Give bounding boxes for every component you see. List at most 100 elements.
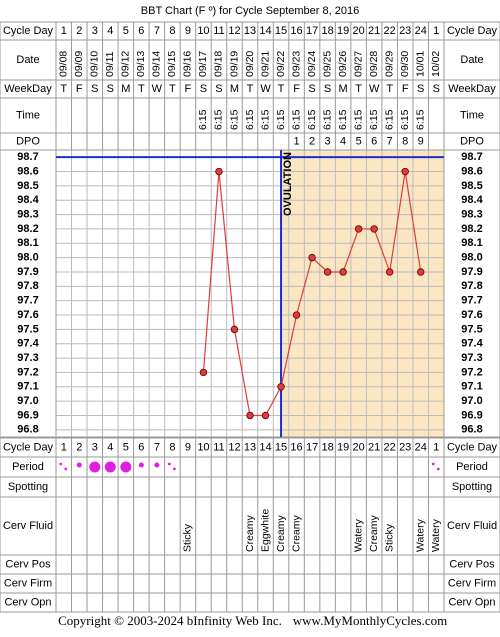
weekdays-cell: M (230, 83, 239, 95)
times-cell: 6:15 (306, 109, 318, 130)
times-cell: 6:15 (213, 109, 225, 130)
row-label-right: WeekDay (448, 83, 496, 95)
cervical_fluid-cell: Watery (352, 518, 364, 552)
categories-cell: 16 (290, 25, 302, 37)
row-label: Cerv Opn (4, 596, 51, 608)
categories-cell: 3 (92, 25, 98, 37)
categories-cell: 10 (197, 25, 209, 37)
categories-cell: 19 (337, 25, 349, 37)
y-tick-label: 97.3 (17, 352, 38, 364)
categories-cell: 2 (76, 441, 82, 453)
categories-cell: 23 (399, 25, 411, 37)
categories-cell: 12 (228, 441, 240, 453)
dates-cell: 09/08 (58, 51, 70, 77)
y-tick-label-right: 97.7 (461, 295, 482, 307)
categories-cell: 12 (228, 25, 240, 37)
categories-cell: 14 (259, 25, 271, 37)
weekdays-cell: T (138, 83, 145, 95)
y-tick-label-right: 98.0 (461, 252, 482, 264)
categories-cell: 6 (138, 441, 144, 453)
y-tick-label: 97.7 (17, 295, 38, 307)
dpo-cell: 9 (418, 135, 424, 147)
weekdays-cell: T (169, 83, 176, 95)
weekdays-cell: S (91, 83, 98, 95)
period-spot (59, 462, 63, 466)
period-spot (168, 462, 171, 466)
y-tick-label: 98.2 (17, 223, 38, 235)
row-label-right: Cerv Firm (448, 577, 496, 589)
y-tick-label: 97.9 (17, 266, 38, 278)
dpo-cell: 8 (402, 135, 408, 147)
y-tick-label-right: 97.4 (461, 338, 483, 350)
temperature-point (401, 167, 409, 176)
weekdays-cell: S (107, 83, 114, 95)
y-tick-label-right: 98.2 (461, 223, 482, 235)
temperature-point (354, 225, 363, 233)
row-label: Cerv Pos (5, 558, 51, 570)
period-heavy (89, 461, 101, 473)
y-tick-label: 97.4 (17, 338, 39, 350)
categories-cell: 13 (244, 441, 256, 453)
dates-cell: 09/11 (104, 51, 116, 77)
categories-cell: 21 (368, 25, 380, 37)
weekdays-cell: W (260, 83, 271, 95)
dates-cell: 09/20 (244, 51, 256, 77)
weekdays-cell: F (293, 83, 300, 95)
y-tick-label-right: 98.6 (461, 165, 482, 177)
y-tick-label: 98.0 (17, 252, 38, 264)
cervical_fluid-cell: Sticky (182, 523, 194, 552)
temperature-point (199, 368, 208, 377)
y-tick-label-right: 97.3 (461, 352, 482, 364)
categories-cell: 14 (259, 441, 271, 453)
dates-cell: 09/17 (197, 51, 209, 77)
dates-cell: 10/01 (415, 51, 427, 77)
dpo-cell: 1 (293, 135, 299, 147)
times-cell: 6:15 (244, 109, 256, 130)
period-heavy (104, 461, 116, 473)
times-cell: 6:15 (399, 109, 411, 130)
period-medium (76, 462, 82, 468)
y-tick-label: 97.2 (17, 366, 38, 378)
row-label: DPO (16, 135, 40, 147)
categories-cell: 20 (353, 25, 365, 37)
weekdays-cell: S (324, 83, 331, 95)
row-label-right: Cerv Pos (449, 558, 495, 570)
dpo-cell: 4 (340, 135, 346, 147)
y-tick-label: 97.0 (17, 395, 38, 407)
y-tick-label-right: 98.7 (461, 151, 482, 163)
row-label: Spotting (8, 481, 48, 493)
categories-cell: 22 (384, 441, 396, 453)
row-label-right: Period (456, 461, 488, 473)
weekdays-cell: T (386, 83, 393, 95)
row-label-right: Spotting (452, 481, 492, 493)
y-tick-label-right: 97.9 (461, 266, 482, 278)
row-label-right: Cerv Opn (448, 596, 495, 608)
dates-cell: 09/10 (89, 51, 101, 77)
y-tick-label-right: 97.2 (461, 366, 482, 378)
dates-cell: 09/13 (135, 51, 147, 77)
cervical_fluid-cell: Sticky (383, 523, 395, 552)
categories-cell: 6 (138, 25, 144, 37)
y-tick-label: 97.1 (17, 381, 38, 393)
period-spot (173, 467, 176, 471)
y-tick-label: 97.6 (17, 309, 38, 321)
temperature-point (339, 268, 347, 276)
period-spot (64, 467, 68, 471)
dates-cell: 09/25 (321, 51, 333, 77)
period-spot (436, 467, 440, 471)
temperature-point (323, 268, 332, 276)
weekdays-cell: S (215, 83, 222, 95)
categories-cell: 17 (306, 25, 318, 37)
y-tick-label: 97.5 (17, 323, 38, 335)
y-tick-label-right: 98.4 (461, 194, 483, 206)
y-tick-label-right: 98.3 (461, 208, 482, 220)
y-tick-label-right: 97.8 (461, 280, 482, 292)
temperature-point (385, 268, 394, 276)
period-medium (154, 462, 160, 468)
row-label: Cerv Fluid (3, 520, 53, 532)
categories-cell: 4 (107, 25, 113, 37)
cervical_fluid-cell: Watery (415, 518, 427, 552)
row-label-right: Date (460, 54, 483, 66)
times-cell: 6:15 (368, 109, 380, 130)
cervical_fluid-cell: Creamy (244, 514, 256, 552)
